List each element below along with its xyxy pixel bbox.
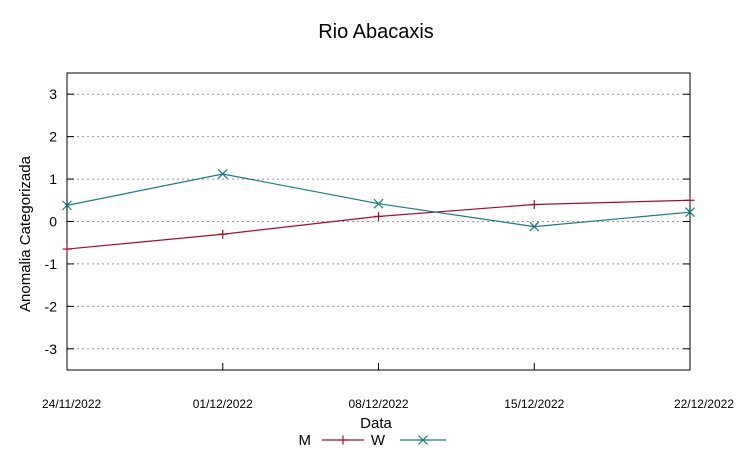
series-line-m: [66, 199, 691, 250]
legend-label-w: W: [371, 432, 386, 449]
y-tick-label: 3: [49, 86, 57, 102]
series-group: [62, 169, 695, 254]
x-tick-label: 01/12/2022: [193, 397, 253, 411]
x-axis-label: Data: [360, 415, 392, 432]
y-tick-label: 1: [49, 171, 57, 187]
data-point-w: [529, 221, 540, 232]
data-point-m: [62, 244, 72, 254]
data-point-m: [685, 195, 695, 205]
x-tick-label: 08/12/2022: [348, 397, 408, 411]
y-axis: -3 -2 -1 0 1 2 3: [45, 86, 690, 357]
legend-marker-w: [418, 435, 428, 445]
chart-title: Rio Abacaxis: [318, 21, 434, 43]
y-axis-label: Anomalia Categorizada: [17, 155, 34, 312]
grid-lines: [67, 93, 690, 350]
data-point-w: [373, 198, 384, 209]
y-tick-label: -1: [45, 256, 58, 272]
legend-marker-m: [338, 435, 348, 445]
y-tick-label: -3: [45, 341, 58, 357]
y-tick-label: -2: [45, 298, 58, 314]
data-point-w: [685, 207, 695, 218]
y-tick-label: 0: [49, 214, 57, 230]
data-point-w: [217, 169, 228, 179]
x-tick-label: 22/12/2022: [674, 397, 734, 411]
x-tick-label: 15/12/2022: [504, 397, 564, 411]
data-point-w: [62, 200, 72, 211]
legend-label-m: M: [299, 432, 312, 449]
y-tick-label: 2: [49, 129, 57, 145]
data-point-m: [529, 200, 539, 210]
x-axis: 24/11/2022 01/12/2022 08/12/2022 15/12/2022…: [42, 363, 734, 411]
data-point-m: [218, 229, 228, 239]
data-point-m: [374, 211, 383, 221]
x-tick-label: 24/11/2022: [42, 397, 101, 411]
